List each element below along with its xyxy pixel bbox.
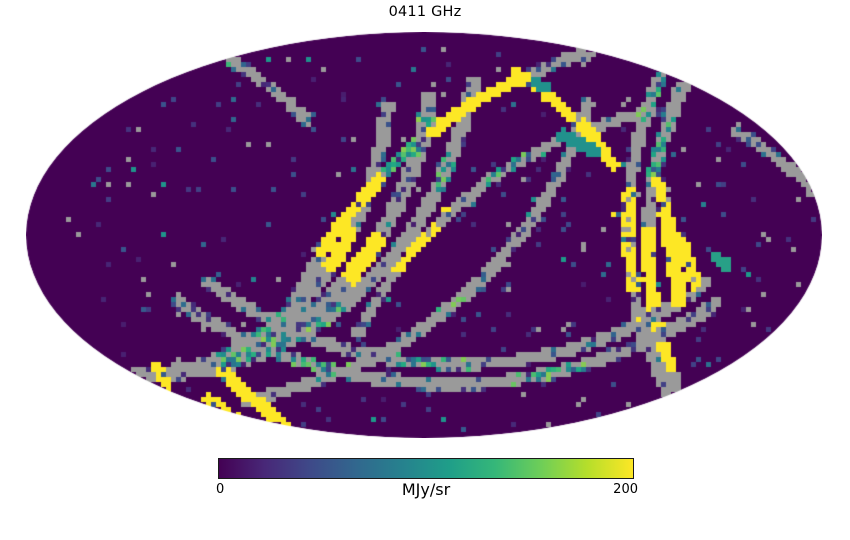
colorbar-gradient (218, 458, 634, 479)
colorbar: 0 MJy/sr 200 (216, 458, 638, 504)
mollweide-sky-map-canvas (26, 32, 822, 438)
colorbar-label: MJy/sr (401, 480, 451, 499)
page-title: 0411 GHz (388, 4, 462, 20)
sky-map (26, 32, 822, 438)
colorbar-tick-min: 0 (216, 482, 225, 497)
colorbar-tick-max: 200 (613, 482, 638, 497)
